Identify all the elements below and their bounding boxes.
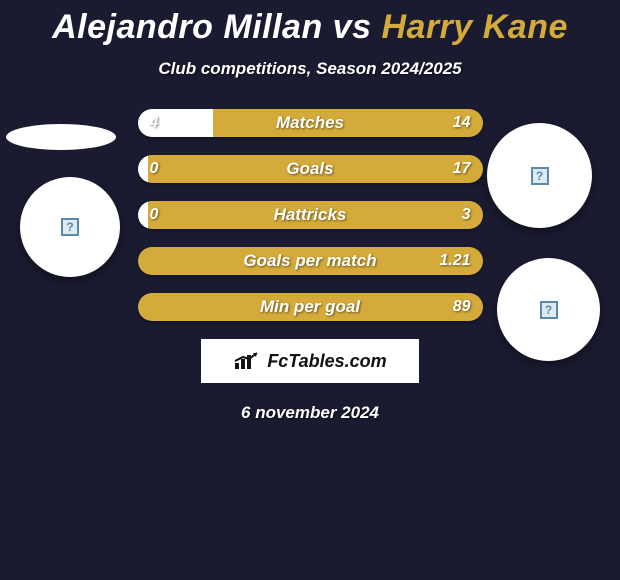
bar-right-value: 89 (453, 293, 471, 321)
placeholder-icon: ? (531, 167, 549, 185)
brand-box: FcTables.com (201, 339, 419, 383)
chart-icon (233, 351, 261, 371)
date-text: 6 november 2024 (0, 403, 620, 423)
comparison-bars: 4Matches14 0Goals17 0Hattricks3 Goals per m… (138, 109, 483, 321)
page-title: Alejandro Millan vs Harry Kane (0, 0, 620, 47)
placeholder-icon: ? (61, 218, 79, 236)
player2-avatar-small: ? (497, 258, 600, 361)
bar-right-value: 3 (462, 201, 471, 229)
bar-label: Min per goal (138, 293, 483, 321)
bar-right-value: 17 (453, 155, 471, 183)
placeholder-icon: ? (540, 301, 558, 319)
subtitle: Club competitions, Season 2024/2025 (0, 59, 620, 79)
bar-row: 0Hattricks3 (138, 201, 483, 229)
bar-label: Matches (138, 109, 483, 137)
brand-text: FcTables.com (267, 351, 386, 372)
title-player1: Alejandro Millan (52, 8, 323, 46)
bar-row: Goals per match1.21 (138, 247, 483, 275)
title-vs: vs (333, 8, 372, 46)
bar-row: 4Matches14 (138, 109, 483, 137)
bar-right-value: 1.21 (439, 247, 470, 275)
bar-row: 0Goals17 (138, 155, 483, 183)
bar-label: Hattricks (138, 201, 483, 229)
bar-right-value: 14 (453, 109, 471, 137)
bar-label: Goals (138, 155, 483, 183)
decorative-ellipse (6, 124, 116, 150)
title-player2: Harry Kane (381, 8, 567, 46)
player2-avatar-large: ? (487, 123, 592, 228)
bar-row: Min per goal89 (138, 293, 483, 321)
bar-label: Goals per match (138, 247, 483, 275)
player1-avatar: ? (20, 177, 120, 277)
